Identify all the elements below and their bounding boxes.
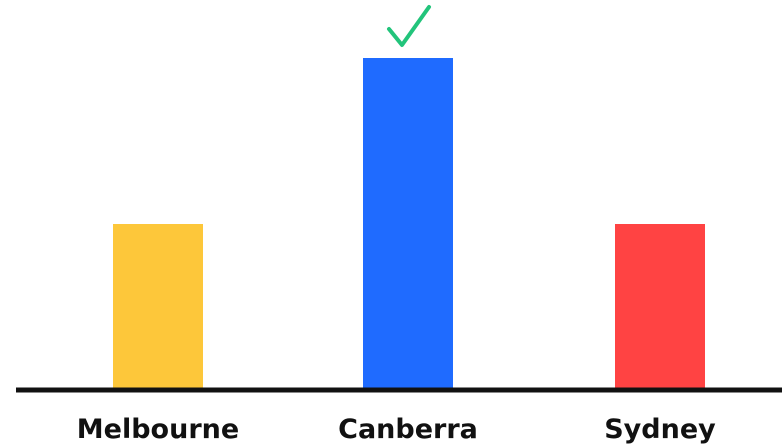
bar-sydney bbox=[615, 224, 705, 390]
category-label-sydney: Sydney bbox=[604, 414, 716, 445]
category-labels: Melbourne Canberra Sydney bbox=[77, 414, 716, 445]
bar-canberra bbox=[363, 58, 453, 390]
check-icon bbox=[387, 5, 431, 47]
highlight-marker-group bbox=[387, 5, 431, 47]
bar-melbourne bbox=[113, 224, 203, 390]
category-label-melbourne: Melbourne bbox=[77, 414, 239, 445]
bars-group bbox=[113, 58, 705, 390]
category-label-canberra: Canberra bbox=[338, 414, 478, 445]
